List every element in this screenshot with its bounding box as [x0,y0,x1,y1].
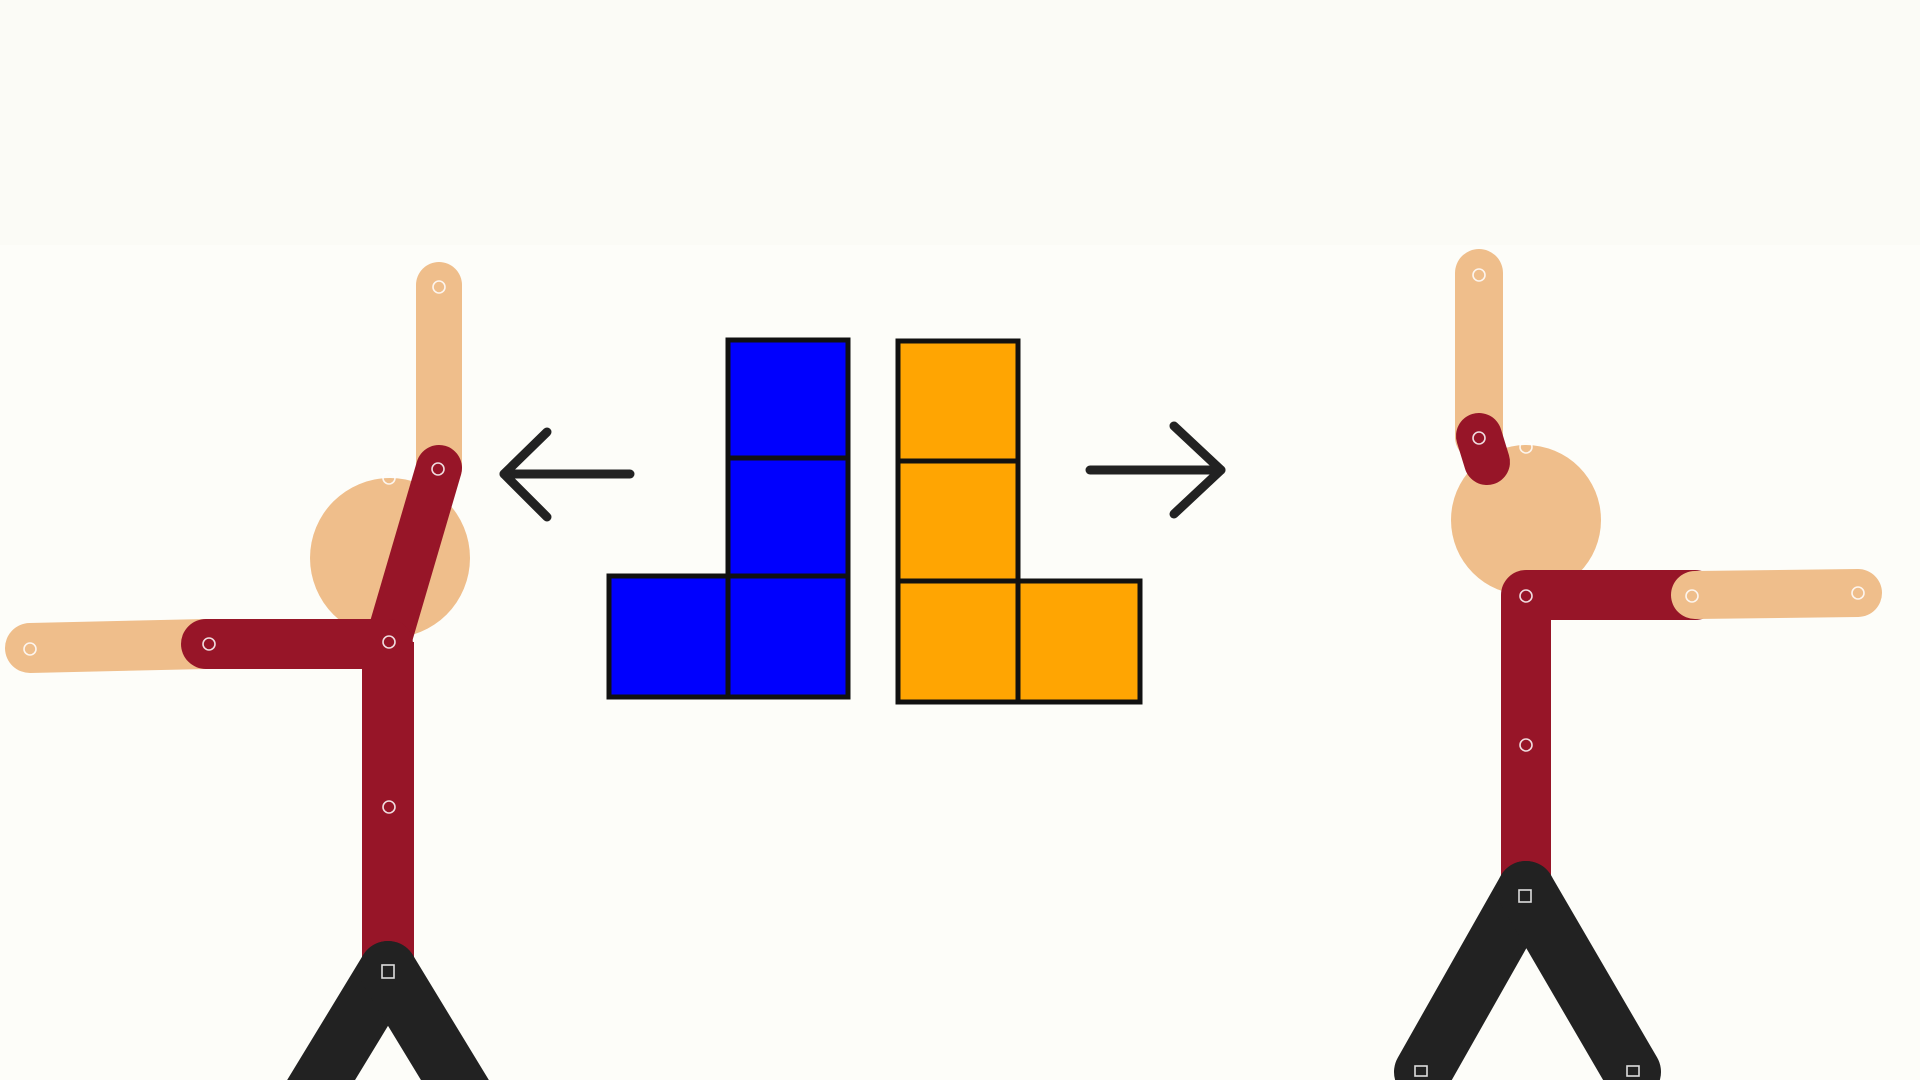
orange-block-cell [1015,578,1143,705]
orange-block-cell [895,338,1021,464]
joint-marker [382,471,396,485]
joint-marker [1414,1065,1428,1077]
right-arrow-icon [1085,421,1226,519]
left-arrow-icon [499,427,635,522]
joint-marker [1685,589,1699,603]
orange-l-tetromino [895,338,1143,705]
blue-block-cell [725,455,851,579]
left-figure-extended-forearm [5,619,231,673]
left-figure-right-leg [359,941,489,1080]
joint-marker [202,637,216,651]
orange-block-cell [895,578,1021,705]
blue-block-cell [725,337,851,461]
left-figure-joints [23,280,446,979]
joint-marker [1851,586,1865,600]
right-figure-raised-upper-arm [1456,413,1510,485]
joint-marker [1519,738,1533,752]
top-band [0,0,1920,245]
joint-marker [1472,431,1486,445]
right-figure-right-leg [1497,861,1661,1080]
right-figure-left-leg [1394,861,1555,1080]
joint-marker [1626,1065,1640,1077]
joint-marker [1472,268,1486,282]
orange-block-cell [895,458,1021,584]
right-figure-joints [1414,268,1865,1077]
joint-marker [432,280,446,294]
joint-marker [1518,889,1532,903]
joint-marker [382,635,396,649]
right-stick-figure [1394,249,1882,1080]
joint-marker [1519,440,1533,454]
joint-marker [1519,589,1533,603]
blue-block-cell [725,573,851,700]
joint-marker [431,462,445,476]
right-figure-extended-forearm [1671,569,1882,619]
blue-j-tetromino [606,337,851,700]
left-stick-figure [5,262,489,1080]
joint-marker [382,800,396,814]
joint-marker [381,964,395,979]
blue-block-cell [606,573,731,700]
joint-marker [23,642,37,656]
left-figure-raised-upper-arm [365,445,462,665]
